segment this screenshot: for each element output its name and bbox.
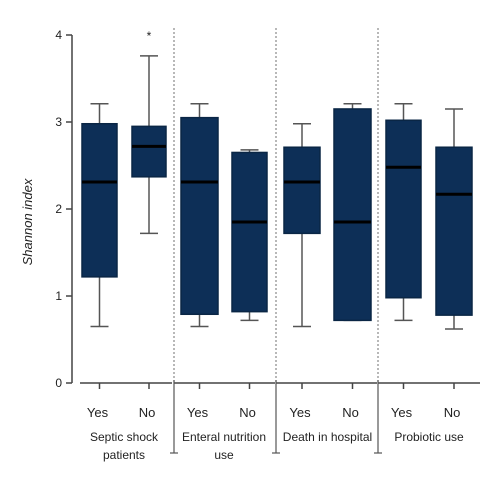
category-label: No [444, 405, 461, 420]
box [231, 151, 268, 313]
category-label: No [139, 405, 156, 420]
group-label: Enteral nutrition use [182, 430, 266, 462]
group-label-line: patients [103, 448, 145, 462]
y-tick-label: 4 [55, 28, 62, 42]
group-separators [173, 28, 379, 383]
group-label: Probiotic use [394, 430, 464, 444]
group-label-line: Probiotic use [394, 430, 464, 444]
significance-marker: * [147, 29, 152, 43]
box [435, 146, 473, 316]
category-label: Yes [391, 405, 413, 420]
y-tick-label: 2 [55, 202, 62, 216]
y-tick-label: 1 [55, 289, 62, 303]
category-label: Yes [289, 405, 311, 420]
boxes: * [81, 29, 473, 330]
box [333, 108, 372, 322]
category-label: Yes [187, 405, 209, 420]
y-axis: 0 1 2 3 4 [55, 28, 73, 390]
group-label-line: Enteral nutrition [182, 430, 266, 444]
category-label: No [342, 405, 359, 420]
group-label: Death in hospital [283, 430, 372, 444]
y-tick-label: 3 [55, 115, 62, 129]
group-label-line: Septic shock [90, 430, 159, 444]
y-tick-label: 0 [55, 376, 62, 390]
box [131, 125, 167, 178]
y-axis-label: Shannon index [20, 178, 35, 265]
group-label: Septic shock patients [90, 430, 159, 462]
category-label: No [239, 405, 256, 420]
box [180, 116, 219, 316]
category-label: Yes [87, 405, 109, 420]
group-label-line: use [214, 448, 234, 462]
box [385, 119, 422, 299]
box [283, 146, 321, 235]
group-label-line: Death in hospital [283, 430, 372, 444]
box [81, 122, 118, 278]
x-axis: Yes No Septic shock patients Yes No Enteral nu… [80, 380, 480, 462]
